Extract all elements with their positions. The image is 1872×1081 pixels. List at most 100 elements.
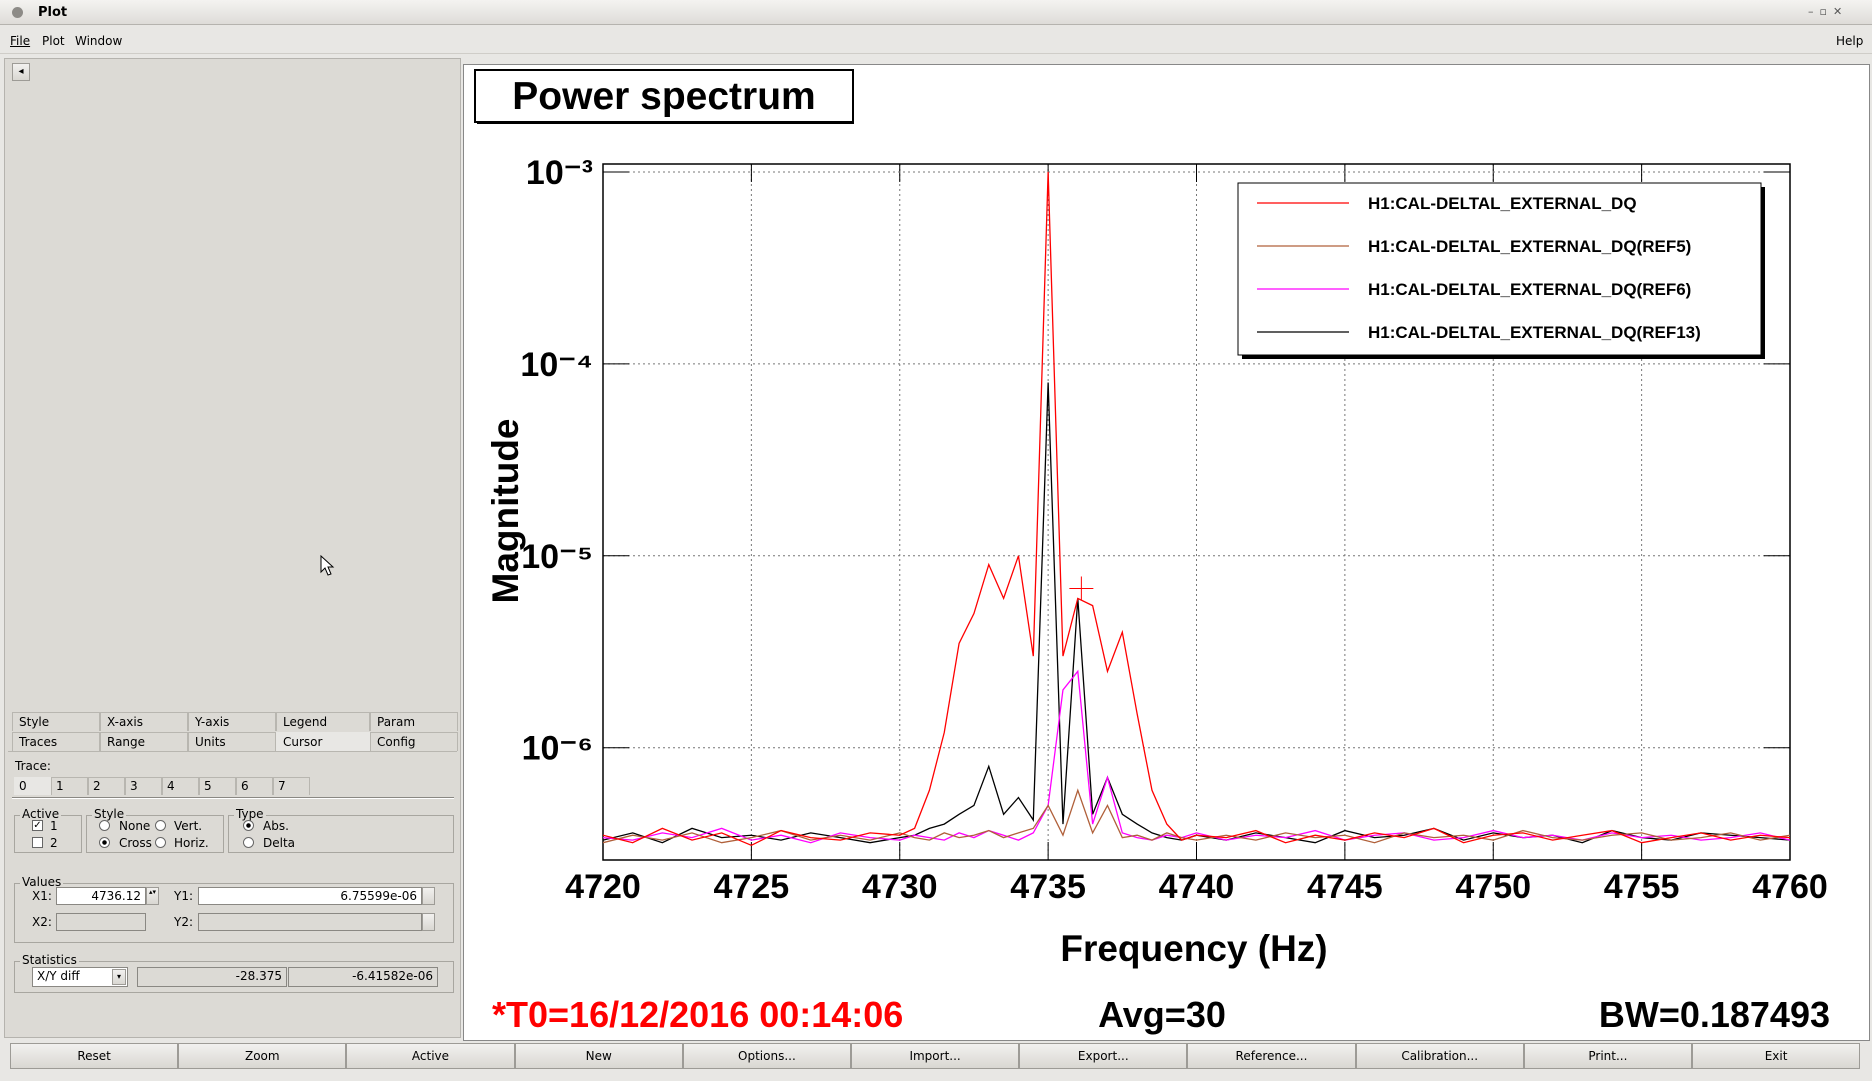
text-field: -28.375 [137, 967, 287, 987]
window-controls[interactable]: –▫✕ [1808, 5, 1849, 18]
option-label: 2 [50, 836, 58, 850]
legend-label: H1:CAL-DELTAL_EXTERNAL_DQ(REF13) [1368, 323, 1701, 342]
menu-item[interactable]: File [10, 34, 31, 48]
menu-item[interactable]: Window [75, 34, 123, 48]
annotation: *T0=16/12/2016 00:14:06 [492, 994, 903, 1035]
button[interactable]: New [514, 1043, 683, 1069]
text-field[interactable] [198, 913, 422, 931]
group-box [86, 815, 224, 853]
button[interactable]: Reference... [1187, 1043, 1356, 1069]
tab[interactable]: Cursor [276, 732, 370, 751]
menu-item[interactable]: Plot [42, 34, 65, 48]
dropdown-arrow[interactable]: ▾ [112, 969, 126, 985]
field-label: Y1: [174, 889, 194, 903]
field-label: X2: [32, 915, 52, 929]
option-label: 1 [50, 819, 58, 833]
tab[interactable]: Legend [276, 712, 370, 731]
option-label: Vert. [174, 819, 203, 833]
data-line [603, 669, 1790, 844]
x-tick-label: 4735 [1010, 868, 1086, 906]
option-label: Delta [263, 836, 296, 850]
text-field[interactable]: 6.75599e-06 [198, 887, 422, 905]
radio[interactable] [243, 820, 254, 831]
x-tick-label: 4750 [1455, 868, 1531, 906]
tab[interactable]: 0 [14, 777, 51, 795]
spin[interactable] [422, 887, 435, 905]
button[interactable]: Reset [10, 1043, 179, 1069]
tab[interactable]: 2 [88, 777, 125, 795]
radio[interactable] [155, 837, 166, 848]
spin[interactable]: ▴▾ [146, 887, 159, 905]
tab[interactable]: Units [188, 732, 276, 751]
y-axis-label: Magnitude [485, 419, 526, 604]
tab[interactable]: 4 [162, 777, 199, 795]
radio[interactable] [155, 820, 166, 831]
plot-area [602, 163, 1791, 861]
group-box [228, 815, 454, 853]
field-label: X1: [32, 889, 52, 903]
text-field: -6.41582e-06 [288, 967, 438, 987]
button[interactable]: Exit [1692, 1043, 1861, 1069]
text-field[interactable]: 4736.12 [56, 887, 146, 905]
checkbox[interactable]: ✓ [32, 820, 43, 831]
group-box [14, 883, 454, 943]
annotation: Avg=30 [1098, 994, 1226, 1035]
x-tick-label: 4730 [862, 868, 938, 906]
data-line [603, 382, 1790, 844]
button[interactable]: Export... [1019, 1043, 1188, 1069]
checkbox[interactable] [32, 837, 43, 848]
radio[interactable] [243, 837, 254, 848]
legend-label: H1:CAL-DELTAL_EXTERNAL_DQ(REF6) [1368, 280, 1691, 299]
data-line [603, 788, 1790, 844]
tab[interactable]: 7 [273, 777, 310, 795]
group-title: Style [92, 807, 127, 821]
tab[interactable]: 3 [125, 777, 162, 795]
button[interactable]: Zoom [178, 1043, 347, 1069]
spin[interactable] [422, 913, 435, 931]
dropdown[interactable]: X/Y diff [32, 967, 128, 987]
tab[interactable]: Traces [12, 732, 100, 751]
group-title: Statistics [20, 953, 79, 967]
option-label: Abs. [263, 819, 289, 833]
radio[interactable] [99, 820, 110, 831]
button[interactable]: Options... [682, 1043, 851, 1069]
window-title: Plot [38, 5, 68, 20]
chart: Power spectrum 4720 4725 4730 4735 4740 4745 47… [474, 69, 1830, 1035]
button[interactable]: Import... [851, 1043, 1020, 1069]
tab[interactable]: 5 [199, 777, 236, 795]
tab[interactable]: Config [370, 732, 458, 751]
x-tick-label: 4725 [714, 868, 790, 906]
field-label: Y2: [174, 915, 194, 929]
x-tick-label: 4760 [1752, 868, 1828, 906]
menu-item[interactable]: Help [1836, 34, 1864, 48]
window-icon [12, 7, 23, 18]
text-field[interactable] [56, 913, 146, 931]
button[interactable]: Print... [1523, 1043, 1692, 1069]
button[interactable]: Calibration... [1355, 1043, 1524, 1069]
tab[interactable]: 1 [51, 777, 88, 795]
x-tick-label: 4755 [1604, 868, 1680, 906]
button[interactable]: Active [346, 1043, 515, 1069]
x-tick-label: 4745 [1307, 868, 1383, 906]
divider [12, 797, 454, 799]
x-axis-label: Frequency (Hz) [1060, 928, 1327, 969]
chart-title: Power spectrum [512, 75, 815, 118]
annotation: BW=0.187493 [1599, 994, 1830, 1035]
legend-box [1237, 182, 1762, 356]
tab[interactable]: Param [370, 712, 458, 731]
tab[interactable]: 6 [236, 777, 273, 795]
tab[interactable]: Range [100, 732, 188, 751]
y-tick-label: 10⁻⁵ [521, 538, 593, 576]
data-line [603, 171, 1790, 847]
tab[interactable]: Y-axis [188, 712, 276, 731]
option-label: Cross [119, 836, 152, 850]
legend-label: H1:CAL-DELTAL_EXTERNAL_DQ [1368, 194, 1637, 213]
x-tick-label: 4740 [1159, 868, 1235, 906]
tab[interactable]: Style [12, 712, 100, 731]
collapse-button[interactable]: ◂ [12, 63, 30, 81]
group-title: Active [20, 807, 62, 821]
tab[interactable]: X-axis [100, 712, 188, 731]
option-label: Horiz. [174, 836, 209, 850]
radio[interactable] [99, 837, 110, 848]
